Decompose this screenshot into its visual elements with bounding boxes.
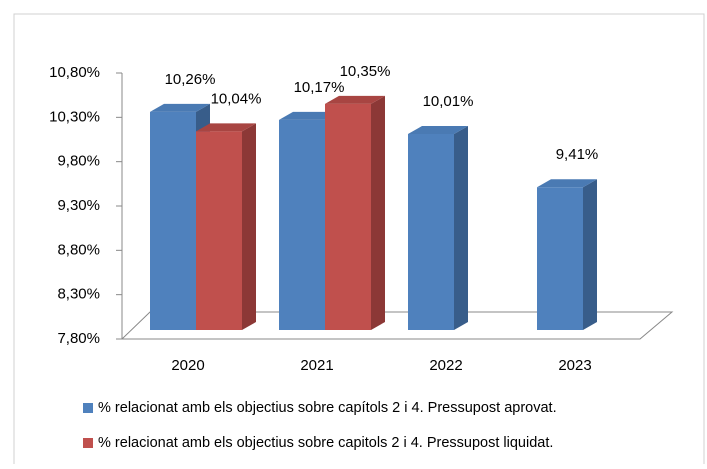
bar-front [279, 119, 325, 330]
bar [325, 95, 385, 331]
y-tick-label: 8,30% [57, 286, 100, 303]
x-tick-label: 2023 [558, 357, 591, 374]
x-tick-label: 2020 [171, 357, 204, 374]
x-tick-label: 2022 [429, 357, 462, 374]
floor [120, 311, 674, 340]
bar [408, 126, 468, 331]
y-tick-label: 7,80% [57, 330, 100, 347]
data-label: 10,17% [294, 79, 345, 96]
bar [537, 179, 597, 330]
legend-swatch [83, 403, 93, 413]
legend-label: % relacionat amb els objectius sobre cap… [98, 400, 557, 416]
bar-top [150, 103, 210, 112]
bar-top [537, 179, 597, 188]
y-tick-label: 8,80% [57, 241, 100, 258]
bar-top [325, 95, 385, 104]
legend-swatch [83, 438, 93, 448]
bar-top [408, 126, 468, 135]
data-label: 10,01% [423, 93, 474, 110]
bar-side [242, 123, 256, 331]
bar-side [583, 179, 597, 330]
x-tick-label: 2021 [300, 357, 333, 374]
bar-top [196, 123, 256, 132]
bar-front [408, 134, 454, 330]
bar [196, 123, 256, 331]
bar-front [196, 131, 242, 330]
data-label: 10,26% [165, 71, 216, 88]
data-label: 10,04% [211, 90, 262, 107]
legend-label: % relacionat amb els objectius sobre cap… [98, 435, 553, 451]
y-tick-label: 10,80% [49, 64, 100, 81]
bar-top [279, 111, 339, 120]
data-label: 9,41% [556, 146, 599, 163]
bar-side [371, 95, 385, 331]
bar-side [454, 126, 468, 331]
y-tick-label: 9,30% [57, 197, 100, 214]
bar-front [325, 103, 371, 331]
bar-front [150, 111, 196, 330]
bar-front [537, 187, 583, 330]
y-tick-label: 9,80% [57, 153, 100, 170]
y-tick-label: 10,30% [49, 108, 100, 125]
data-label: 10,35% [340, 63, 391, 80]
